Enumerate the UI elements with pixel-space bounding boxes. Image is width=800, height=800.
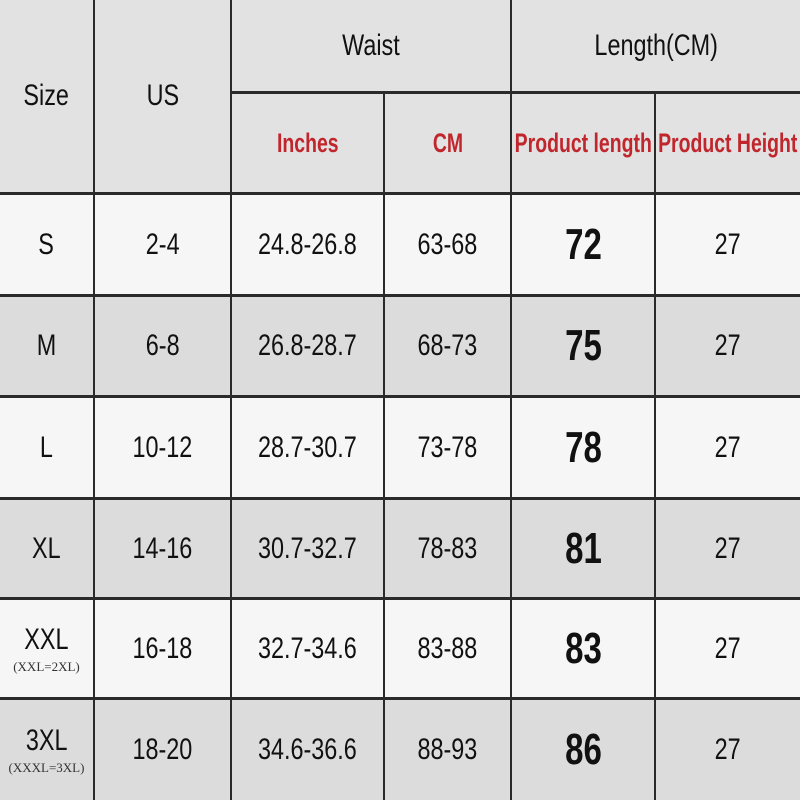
table-cell-us: 6-8 [95, 297, 232, 398]
header-product-height-label: Product Height [658, 127, 798, 158]
header-us-label: US [146, 79, 179, 112]
cell-value-height: 27 [714, 631, 742, 665]
header-waist: Waist [232, 0, 512, 94]
cell-value-inches: 32.7-34.6 [258, 631, 357, 665]
table-cell-inches: 24.8-26.8 [232, 195, 385, 297]
table-cell-size: XXL (XXL=2XL) [0, 600, 95, 700]
table-cell-us: 2-4 [95, 195, 232, 297]
cell-value-size: M [36, 329, 57, 362]
header-us: US [95, 0, 232, 195]
cell-value-length: 78 [564, 422, 602, 472]
cell-value-size: L [39, 430, 54, 464]
table-cell-inches: 32.7-34.6 [232, 600, 385, 700]
cell-value-size: XXL [24, 622, 69, 656]
table-cell-cm: 63-68 [385, 195, 512, 297]
cell-value-cm: 63-68 [417, 227, 478, 261]
table-cell-cm: 83-88 [385, 600, 512, 700]
header-inches: Inches [232, 94, 385, 195]
cell-value-inches: 34.6-36.6 [258, 733, 357, 766]
cell-value-cm: 83-88 [417, 631, 478, 665]
table-cell-length: 72 [512, 195, 656, 297]
table-cell-size: M [0, 297, 95, 398]
cell-value-size: 3XL [25, 724, 68, 757]
cell-value-size: XL [32, 531, 61, 565]
table-cell-length: 83 [512, 600, 656, 700]
header-cm: CM [385, 94, 512, 195]
table-cell-length: 75 [512, 297, 656, 398]
table-cell-inches: 26.8-28.7 [232, 297, 385, 398]
header-product-length: Product length [512, 94, 656, 195]
cell-value-inches: 30.7-32.7 [258, 531, 357, 565]
table-cell-height: 27 [656, 297, 800, 398]
table-cell-cm: 78-83 [385, 500, 512, 600]
table-cell-height: 27 [656, 600, 800, 700]
cell-value-height: 27 [714, 430, 742, 464]
cell-value-height: 27 [714, 227, 742, 261]
table-cell-height: 27 [656, 700, 800, 800]
cell-value-cm: 78-83 [417, 531, 478, 565]
header-length: Length(CM) [512, 0, 800, 94]
cell-value-length: 72 [564, 219, 602, 269]
header-length-label: Length(CM) [594, 28, 718, 62]
cell-value-length: 81 [564, 523, 602, 573]
cell-value-cm: 73-78 [417, 430, 478, 464]
header-waist-label: Waist [342, 28, 400, 62]
cell-value-us: 10-12 [132, 430, 193, 464]
header-product-length-label: Product length [514, 127, 652, 158]
header-inches-label: Inches [276, 127, 339, 158]
cell-value-inches: 26.8-28.7 [258, 329, 357, 362]
table-cell-size: XL [0, 500, 95, 600]
table-cell-cm: 88-93 [385, 700, 512, 800]
table-cell-cm: 73-78 [385, 398, 512, 500]
table-cell-inches: 28.7-30.7 [232, 398, 385, 500]
table-cell-height: 27 [656, 500, 800, 600]
cell-value-height: 27 [714, 733, 742, 766]
header-cm-label: CM [432, 127, 463, 158]
table-cell-us: 16-18 [95, 600, 232, 700]
cell-value-length: 75 [564, 321, 602, 370]
cell-value-cm: 68-73 [417, 329, 478, 362]
table-cell-cm: 68-73 [385, 297, 512, 398]
table-cell-height: 27 [656, 195, 800, 297]
table-cell-inches: 34.6-36.6 [232, 700, 385, 800]
header-size: Size [0, 0, 95, 195]
table-cell-us: 18-20 [95, 700, 232, 800]
table-cell-us: 14-16 [95, 500, 232, 600]
table-cell-us: 10-12 [95, 398, 232, 500]
table-cell-length: 81 [512, 500, 656, 600]
size-alias-note: (XXXL=3XL) [8, 760, 85, 775]
table-cell-length: 78 [512, 398, 656, 500]
cell-value-size: S [38, 227, 55, 261]
cell-value-us: 14-16 [132, 531, 193, 565]
cell-value-us: 18-20 [132, 733, 193, 766]
size-alias-note: (XXL=2XL) [13, 658, 80, 674]
cell-value-length: 83 [564, 623, 602, 673]
table-cell-height: 27 [656, 398, 800, 500]
table-cell-size: 3XL (XXXL=3XL) [0, 700, 95, 800]
table-cell-size: S [0, 195, 95, 297]
cell-value-inches: 24.8-26.8 [258, 227, 357, 261]
header-size-label: Size [23, 79, 70, 112]
table-cell-inches: 30.7-32.7 [232, 500, 385, 600]
header-product-height: Product Height [656, 94, 800, 195]
table-cell-length: 86 [512, 700, 656, 800]
cell-value-us: 2-4 [145, 227, 180, 261]
cell-value-inches: 28.7-30.7 [258, 430, 357, 464]
cell-value-us: 6-8 [145, 329, 180, 362]
cell-value-height: 27 [714, 531, 742, 565]
cell-value-height: 27 [714, 329, 742, 362]
cell-value-length: 86 [564, 725, 602, 774]
cell-value-cm: 88-93 [417, 733, 478, 766]
table-cell-size: L [0, 398, 95, 500]
cell-value-us: 16-18 [132, 631, 193, 665]
